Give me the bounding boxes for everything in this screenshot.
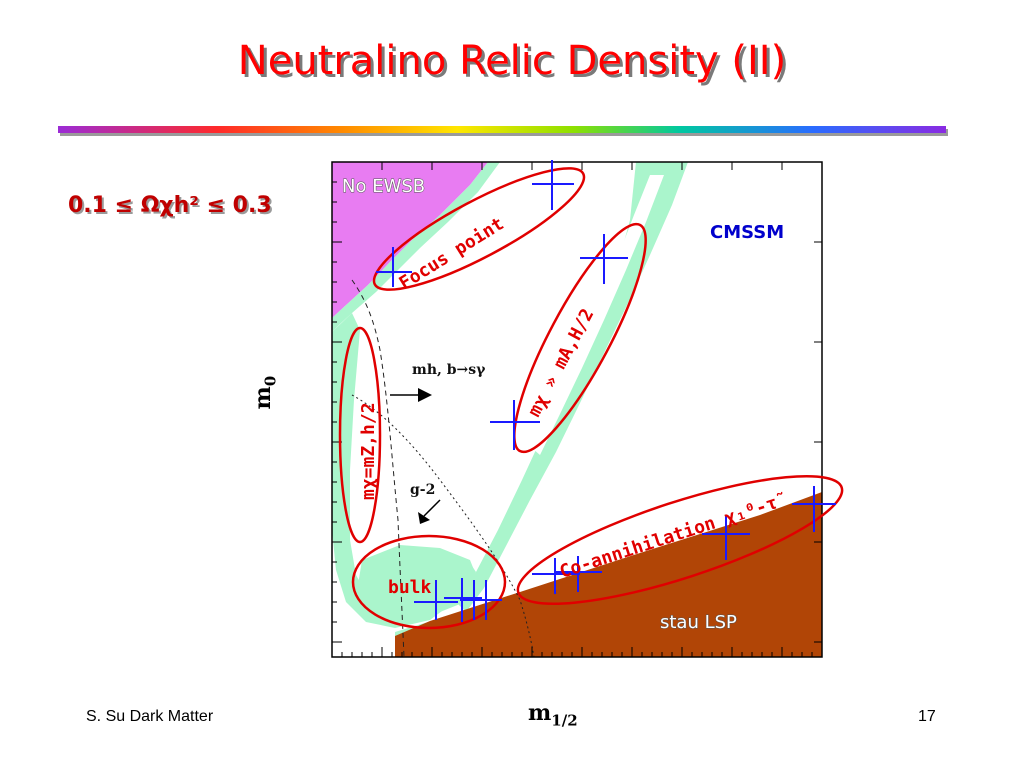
funnel-interior xyxy=(532,175,664,455)
allowed-band-funnel xyxy=(458,162,688,612)
y-axis-sub: 0 xyxy=(261,375,280,387)
benchmark-marker xyxy=(376,247,412,287)
benchmark-marker xyxy=(532,558,580,594)
benchmark-marker xyxy=(414,580,458,620)
page-number: 17 xyxy=(918,708,936,725)
g-2-arrow xyxy=(418,499,441,524)
x-axis-sub: 1/2 xyxy=(551,711,578,730)
z-h-pole-ellipse xyxy=(338,326,382,544)
no-ewsb-label: No EWSB xyxy=(342,176,425,197)
allowed-band-left xyxy=(332,313,476,628)
g-2-bound-line xyxy=(351,394,535,657)
y-axis-label: m0 xyxy=(250,376,279,410)
focus-point-ellipse xyxy=(372,167,586,291)
z-h-pole-label: mχ=mZ,h/2 xyxy=(358,402,379,500)
model-label: CMSSM xyxy=(710,222,784,243)
benchmark-markers xyxy=(376,160,836,622)
bulk-label: bulk xyxy=(388,577,432,598)
higgs-funnel-ellipse xyxy=(513,222,647,454)
relic-density-constraint: 0.1 ≤ Ωχh² ≤ 0.3 xyxy=(68,193,272,218)
mh-bsg-arrow xyxy=(390,388,432,402)
x-axis-label: m1/2 xyxy=(528,700,578,729)
mh-bsg-bound-line xyxy=(351,279,405,657)
mh-bsg-label: mh, b→sγ xyxy=(412,362,486,378)
benchmark-marker xyxy=(532,160,574,210)
benchmark-marker xyxy=(556,556,602,592)
y-ticks xyxy=(332,181,822,643)
benchmark-marker xyxy=(580,234,628,284)
stau-lsp-label: stau LSP xyxy=(660,612,737,633)
footer-author: S. Su Dark Matter xyxy=(86,708,214,725)
allowed-band-focus xyxy=(332,162,500,332)
coannihilation-ellipse xyxy=(516,474,844,606)
slide-title: Neutralino Relic Density (II) xyxy=(237,38,787,84)
x-axis-main: m xyxy=(528,700,552,726)
benchmark-marker xyxy=(490,400,540,450)
benchmark-marker xyxy=(792,486,836,532)
benchmark-marker xyxy=(702,516,750,560)
y-axis-main: m xyxy=(250,386,277,410)
x-ticks xyxy=(341,162,813,657)
g-2-label: g-2 xyxy=(410,482,435,498)
plot-frame xyxy=(331,161,823,658)
rainbow-divider xyxy=(58,126,946,133)
bulk-ellipse xyxy=(351,534,507,630)
benchmark-marker xyxy=(472,580,502,620)
